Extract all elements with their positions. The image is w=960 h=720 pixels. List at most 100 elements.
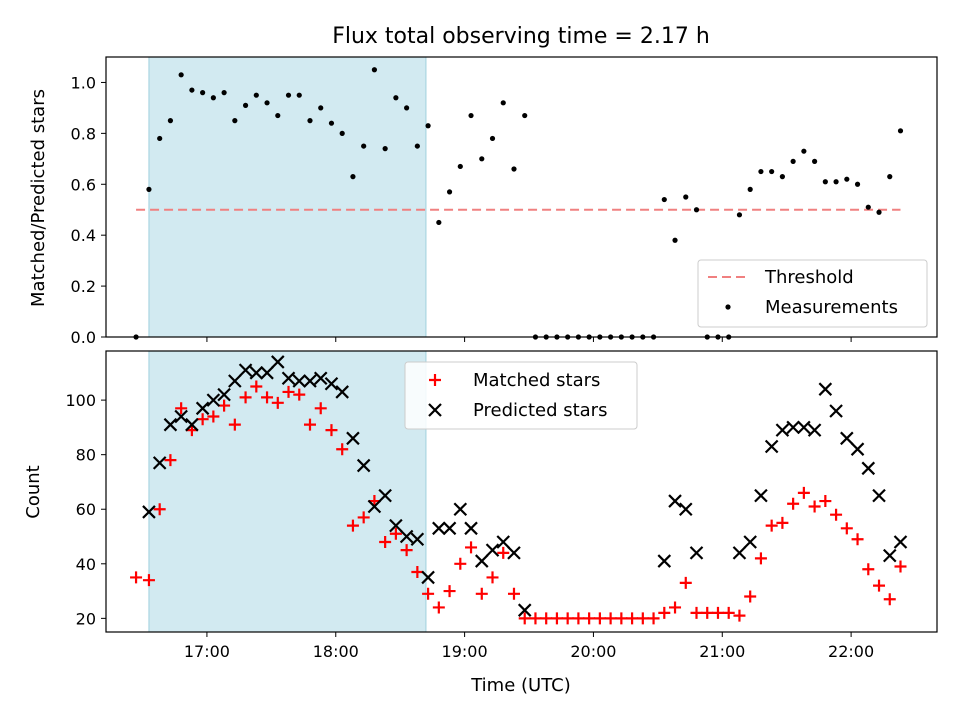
predicted-star-point (743, 535, 757, 549)
measurement-point (822, 179, 828, 185)
measurement-point (446, 189, 453, 195)
predicted-star-point (313, 371, 328, 386)
top-chart-title: Flux total observing time = 2.17 h (332, 24, 710, 49)
predicted-legend-swatch (428, 403, 442, 417)
predicted-star-point (485, 543, 500, 557)
measurement-point (779, 174, 785, 180)
y-tick-label: 80 (76, 446, 96, 465)
predicted-star-point (668, 494, 682, 508)
predicted-star-point (378, 488, 392, 503)
predicted-star-point (335, 385, 349, 399)
measurement-point (242, 102, 249, 108)
matched-star-point (840, 522, 853, 535)
matched-star-point (282, 385, 295, 398)
predicted-star-point (356, 458, 371, 473)
matched-star-point (271, 396, 284, 409)
top-legend: Threshold Measurements (697, 259, 928, 328)
measurement-point (425, 123, 431, 129)
measurement-point (414, 143, 420, 149)
matched-star-point (615, 612, 628, 625)
predicted-star-point (281, 371, 296, 386)
measurement-point (887, 174, 893, 180)
predicted-star-point (517, 603, 532, 617)
predicted-star-point (389, 518, 403, 533)
y-tick-label: 100 (65, 391, 96, 410)
measurement-point (876, 209, 882, 215)
measurement-point (178, 72, 184, 78)
matched-star-point (830, 508, 843, 521)
bottom-legend-box (404, 361, 638, 430)
matched-star-point (443, 585, 456, 598)
matched-star-point (357, 511, 370, 524)
measurement-point (157, 135, 163, 142)
predicted-star-point (657, 554, 672, 568)
matched-star-point (507, 587, 520, 600)
matched-star-point (561, 612, 574, 625)
matched-star-point (411, 565, 424, 578)
predicted-star-point (217, 387, 231, 402)
predicted-star-point (163, 417, 178, 432)
predicted-star-point (260, 366, 274, 380)
measurements-legend-swatch (725, 304, 731, 310)
measurement-point (393, 95, 399, 101)
predicted-star-point (689, 546, 704, 560)
predicted-star-point (228, 374, 242, 388)
matched-star-point (261, 391, 274, 404)
y-tick-label: 0.4 (71, 226, 96, 245)
matched-star-point (658, 606, 671, 619)
predicted-star-point (185, 417, 199, 432)
predicted-star-point (399, 529, 414, 544)
measurement-point (683, 194, 689, 200)
predicted-star-point (152, 456, 167, 470)
measurement-point (210, 95, 216, 101)
measurement-point (436, 219, 442, 226)
measurement-point (167, 118, 174, 124)
measurement-point (189, 87, 195, 93)
matched-star-point (583, 612, 596, 625)
matched-star-point (894, 560, 907, 573)
matched-star-point (454, 557, 467, 570)
predicted-star-point (850, 442, 865, 456)
matched-star-point (518, 612, 531, 625)
y-tick-label: 0.2 (71, 277, 96, 296)
matched-star-point (851, 533, 864, 546)
matched-star-point (636, 612, 649, 625)
measurement-point (661, 196, 667, 203)
matched-star-point (883, 593, 896, 606)
measurement-point (285, 92, 292, 98)
matched-star-point (389, 527, 402, 540)
measurement-point (232, 118, 238, 124)
measurement-point (479, 156, 485, 162)
matched-star-point (303, 418, 316, 431)
predicted-star-point (174, 409, 188, 424)
matched-star-point (379, 535, 392, 548)
matched-star-point (679, 576, 692, 589)
top-y-axis-label: Matched/Predicted stars (28, 89, 49, 307)
bottom-y-axis-label: Count (23, 465, 44, 518)
matched-star-point (293, 388, 306, 401)
matched-star-point (669, 601, 682, 614)
measurement-point (339, 130, 345, 136)
predicted-star-point (732, 546, 747, 560)
x-tick-label: 17:00 (184, 642, 230, 661)
measurement-point (457, 163, 463, 170)
predicted-star-point (249, 366, 264, 380)
measurement-point (812, 158, 818, 164)
predicted-star-point (786, 420, 800, 435)
measurement-point (350, 174, 356, 180)
top-legend-box (697, 259, 928, 328)
matched-star-point (529, 612, 542, 625)
predicted-star-point (303, 374, 317, 388)
matched-star-point (550, 612, 563, 625)
y-tick-label: 0.6 (71, 175, 96, 194)
matched-star-point (626, 612, 639, 625)
measurement-point (296, 92, 302, 98)
predicted-star-point (346, 431, 360, 446)
measurement-point (865, 204, 871, 210)
matched-star-point (486, 571, 499, 584)
measurement-point (361, 143, 367, 149)
matched-star-point (754, 552, 767, 565)
measurements-legend-label: Measurements (765, 297, 898, 318)
bottom-x-axis-label: Time (UTC) (470, 675, 571, 696)
measurement-point (844, 176, 850, 182)
